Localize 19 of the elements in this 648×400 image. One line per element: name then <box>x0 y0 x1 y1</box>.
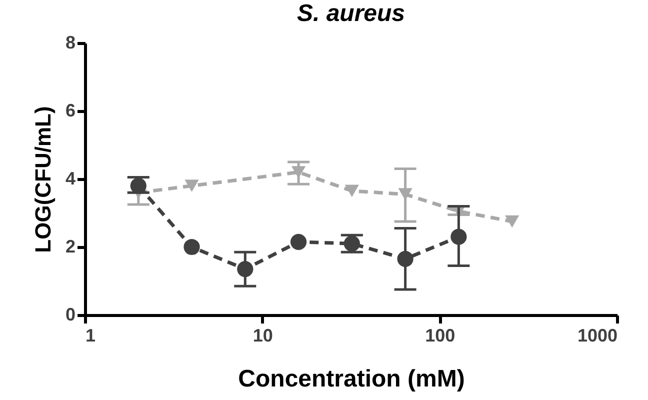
x-tick-label: 1000 <box>577 326 618 346</box>
y-tick-label: 2 <box>65 236 76 256</box>
point <box>397 250 414 267</box>
point <box>237 261 254 278</box>
x-tick-label: 1 <box>86 326 96 346</box>
x-tick-label: 100 <box>425 326 456 346</box>
point <box>130 178 146 194</box>
x-axis-title: Concentration (mM) <box>238 366 465 392</box>
point <box>450 228 467 245</box>
y-tick-label: 6 <box>65 100 76 120</box>
y-tick-label: 4 <box>65 168 76 188</box>
chart-title: S. aureus <box>296 0 406 27</box>
x-tick-label: 10 <box>252 326 273 346</box>
y-tick-label: 8 <box>65 32 76 52</box>
point <box>184 180 199 192</box>
point <box>290 234 307 250</box>
y-tick-label: 0 <box>65 304 76 324</box>
point <box>184 238 200 256</box>
y-axis-title: LOG(CFU/mL) <box>30 106 56 253</box>
